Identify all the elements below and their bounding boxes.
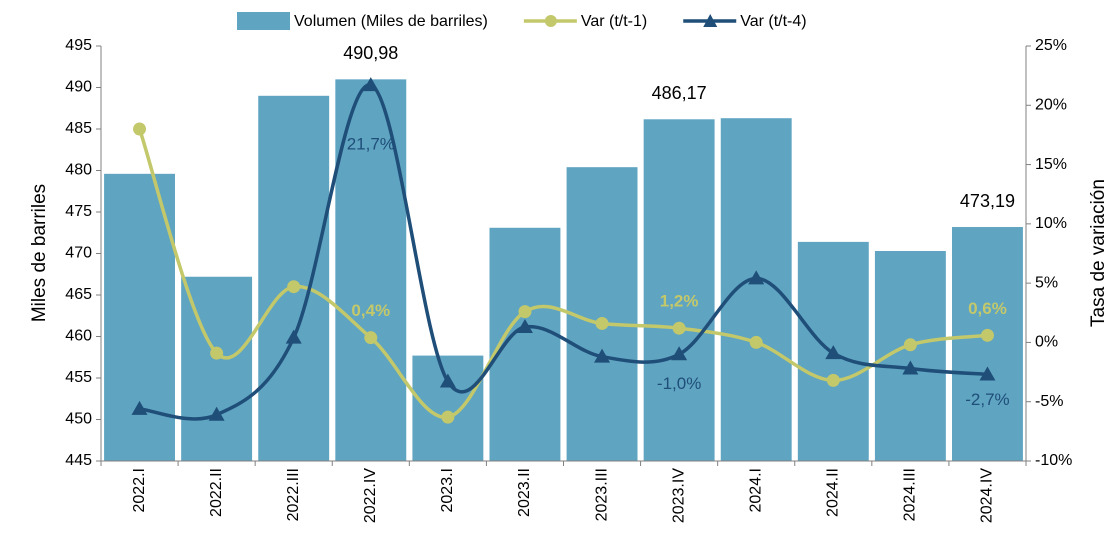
marker xyxy=(364,331,378,345)
marker xyxy=(902,360,919,375)
legend-label: Var (t/t-4) xyxy=(740,13,806,30)
marker xyxy=(133,122,147,136)
y-tick-label: 445 xyxy=(65,452,92,469)
y2-tick-label: 5% xyxy=(1035,274,1058,291)
marker xyxy=(749,335,763,349)
data-label: 490,98 xyxy=(343,43,398,63)
marker xyxy=(671,346,688,361)
data-label: 21,7% xyxy=(347,135,395,154)
x-tick-label: 2024.II xyxy=(825,468,842,517)
marker xyxy=(980,328,994,342)
legend-marker xyxy=(703,14,718,27)
data-label: 0,4% xyxy=(351,301,390,320)
x-tick-label: 2023.III xyxy=(593,468,610,521)
x-tick-label: 2022.IV xyxy=(362,468,379,523)
marker xyxy=(208,406,225,421)
y-tick-label: 485 xyxy=(65,120,92,137)
legend-marker xyxy=(544,15,557,27)
bar xyxy=(566,167,638,461)
y-tick-label: 450 xyxy=(65,411,92,428)
bar xyxy=(258,95,330,462)
legend-label: Var (t/t-1) xyxy=(581,13,647,30)
marker xyxy=(441,410,455,424)
marker xyxy=(285,329,302,344)
y-tick-label: 480 xyxy=(65,162,92,179)
x-tick-label: 2022.II xyxy=(208,468,225,517)
y-tick-label: 465 xyxy=(65,286,92,303)
y-tick-label: 460 xyxy=(65,328,92,345)
marker xyxy=(439,373,456,388)
data-label: -2,7% xyxy=(965,390,1009,409)
x-tick-label: 2024.III xyxy=(902,468,919,521)
marker xyxy=(595,316,609,330)
marker xyxy=(672,321,686,335)
marker xyxy=(362,77,379,92)
marker xyxy=(979,366,996,381)
y2-tick-label: 10% xyxy=(1035,215,1067,232)
marker xyxy=(210,346,224,360)
y2-tick-label: 0% xyxy=(1035,334,1058,351)
marker xyxy=(826,373,840,387)
data-label: 473,19 xyxy=(960,191,1015,211)
data-label: 0,6% xyxy=(968,299,1007,318)
marker xyxy=(748,270,765,285)
x-tick-label: 2023.II xyxy=(516,468,533,517)
marker xyxy=(287,280,301,294)
x-tick-label: 2023.I xyxy=(439,468,456,512)
bar xyxy=(643,119,715,461)
marker xyxy=(825,345,842,360)
x-tick-label: 2024.IV xyxy=(979,468,996,523)
x-tick-label: 2022.III xyxy=(285,468,302,521)
y-tick-label: 470 xyxy=(65,245,92,262)
data-label: 486,17 xyxy=(652,83,707,103)
bar xyxy=(952,227,1023,461)
x-tick-label: 2023.IV xyxy=(670,468,687,523)
y2-tick-label: 20% xyxy=(1035,97,1067,114)
marker xyxy=(131,400,148,415)
x-tick-label: 2024.I xyxy=(747,468,764,512)
y-tick-label: 490 xyxy=(65,79,92,96)
y-tick-label: 475 xyxy=(65,203,92,220)
y2-tick-label: 25% xyxy=(1035,37,1067,54)
marker xyxy=(516,319,533,334)
y2-axis-title: Tasa de variación xyxy=(1088,179,1109,327)
y-axis-title: Miles de barriles xyxy=(29,184,50,322)
y-tick-label: 495 xyxy=(65,37,92,54)
marker xyxy=(594,348,611,363)
marker xyxy=(903,338,917,352)
y2-tick-label: 15% xyxy=(1035,156,1067,173)
bar xyxy=(720,118,792,462)
bar xyxy=(412,355,484,461)
data-label: -1,0% xyxy=(657,374,701,393)
y-tick-label: 455 xyxy=(65,369,92,386)
y2-tick-label: -5% xyxy=(1035,393,1063,410)
data-label: 1,2% xyxy=(660,292,699,311)
marker xyxy=(518,305,532,319)
y2-tick-label: -10% xyxy=(1035,452,1072,469)
legend-label: Volumen (Miles de barriles) xyxy=(294,13,488,30)
legend-swatch xyxy=(237,12,290,30)
x-tick-label: 2022.I xyxy=(131,468,148,512)
